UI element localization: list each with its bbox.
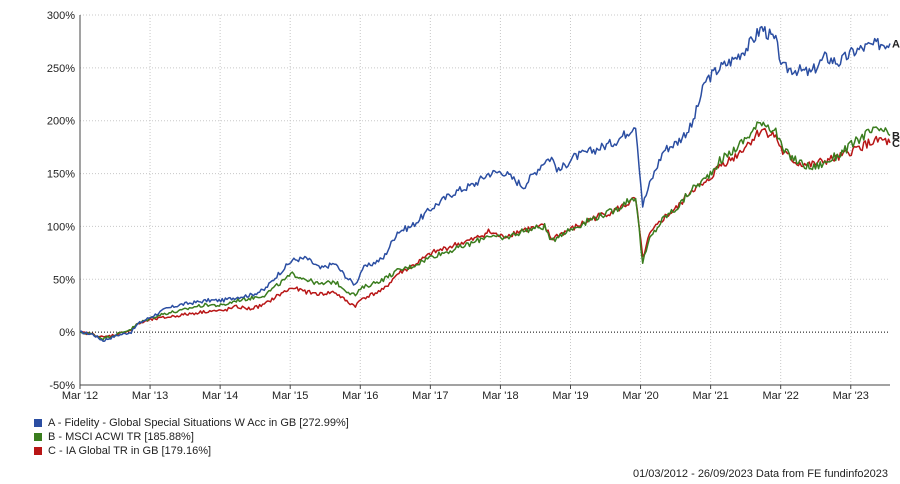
x-tick-label: Mar '12 bbox=[62, 390, 98, 400]
y-tick-label: 200% bbox=[47, 116, 75, 128]
legend-label-b: B - MSCI ACWI TR [185.88%] bbox=[48, 431, 194, 443]
end-labels: CB A bbox=[892, 39, 900, 150]
legend-label-c: C - IA Global TR in GB [179.16%] bbox=[48, 445, 212, 457]
x-tick-label: Mar '22 bbox=[763, 390, 799, 400]
date-range-source: 01/03/2012 - 26/09/2023 Data from FE fun… bbox=[632, 468, 888, 480]
axes: -50% 0% 50% 100% 150% 200% 250% 300% Mar '12 Mar … bbox=[47, 10, 890, 402]
x-tick-label: Mar '14 bbox=[202, 390, 238, 400]
series-line-b bbox=[79, 121, 891, 341]
performance-chart: -50% 0% 50% 100% 150% 200% 250% 300% Mar '12 Mar … bbox=[47, 10, 900, 402]
legend-item-c: C - IA Global TR in GB [179.16%] bbox=[34, 444, 349, 458]
x-tick-label: Mar '20 bbox=[622, 390, 658, 400]
x-tick-label: Mar '15 bbox=[272, 390, 308, 400]
chart-svg: -50% 0% 50% 100% 150% 200% 250% 300% Mar '12 Mar … bbox=[47, 10, 900, 402]
end-label-c: C bbox=[892, 138, 900, 150]
y-tick-label: 300% bbox=[47, 10, 75, 22]
x-tick-label: Mar '17 bbox=[412, 390, 448, 400]
series-line-c bbox=[79, 127, 891, 338]
x-tick-label: Mar '19 bbox=[552, 390, 588, 400]
y-tick-label: 50% bbox=[53, 274, 75, 286]
legend-label-a: A - Fidelity - Global Special Situations… bbox=[48, 417, 349, 429]
series-lines bbox=[79, 25, 891, 342]
end-label-a: A bbox=[892, 39, 900, 51]
x-tick-label: Mar '23 bbox=[833, 390, 869, 400]
legend-item-b: B - MSCI ACWI TR [185.88%] bbox=[34, 430, 349, 444]
x-tick-label: Mar '21 bbox=[692, 390, 728, 400]
end-label-b: B bbox=[892, 131, 900, 143]
y-tick-label: 250% bbox=[47, 63, 75, 75]
x-tick-label: Mar '16 bbox=[342, 390, 378, 400]
series-line-a bbox=[79, 25, 891, 342]
y-tick-label: 100% bbox=[47, 221, 75, 233]
legend-swatch-a bbox=[34, 419, 42, 427]
grid bbox=[80, 14, 890, 386]
legend-swatch-c bbox=[34, 447, 42, 455]
y-tick-label: 0% bbox=[59, 327, 75, 339]
legend: A - Fidelity - Global Special Situations… bbox=[34, 416, 349, 458]
x-tick-label: Mar '13 bbox=[132, 390, 168, 400]
y-tick-label: 150% bbox=[47, 169, 75, 181]
y-tick-label: -50% bbox=[49, 380, 75, 392]
x-tick-label: Mar '18 bbox=[482, 390, 518, 400]
legend-swatch-b bbox=[34, 433, 42, 441]
legend-item-a: A - Fidelity - Global Special Situations… bbox=[34, 416, 349, 430]
